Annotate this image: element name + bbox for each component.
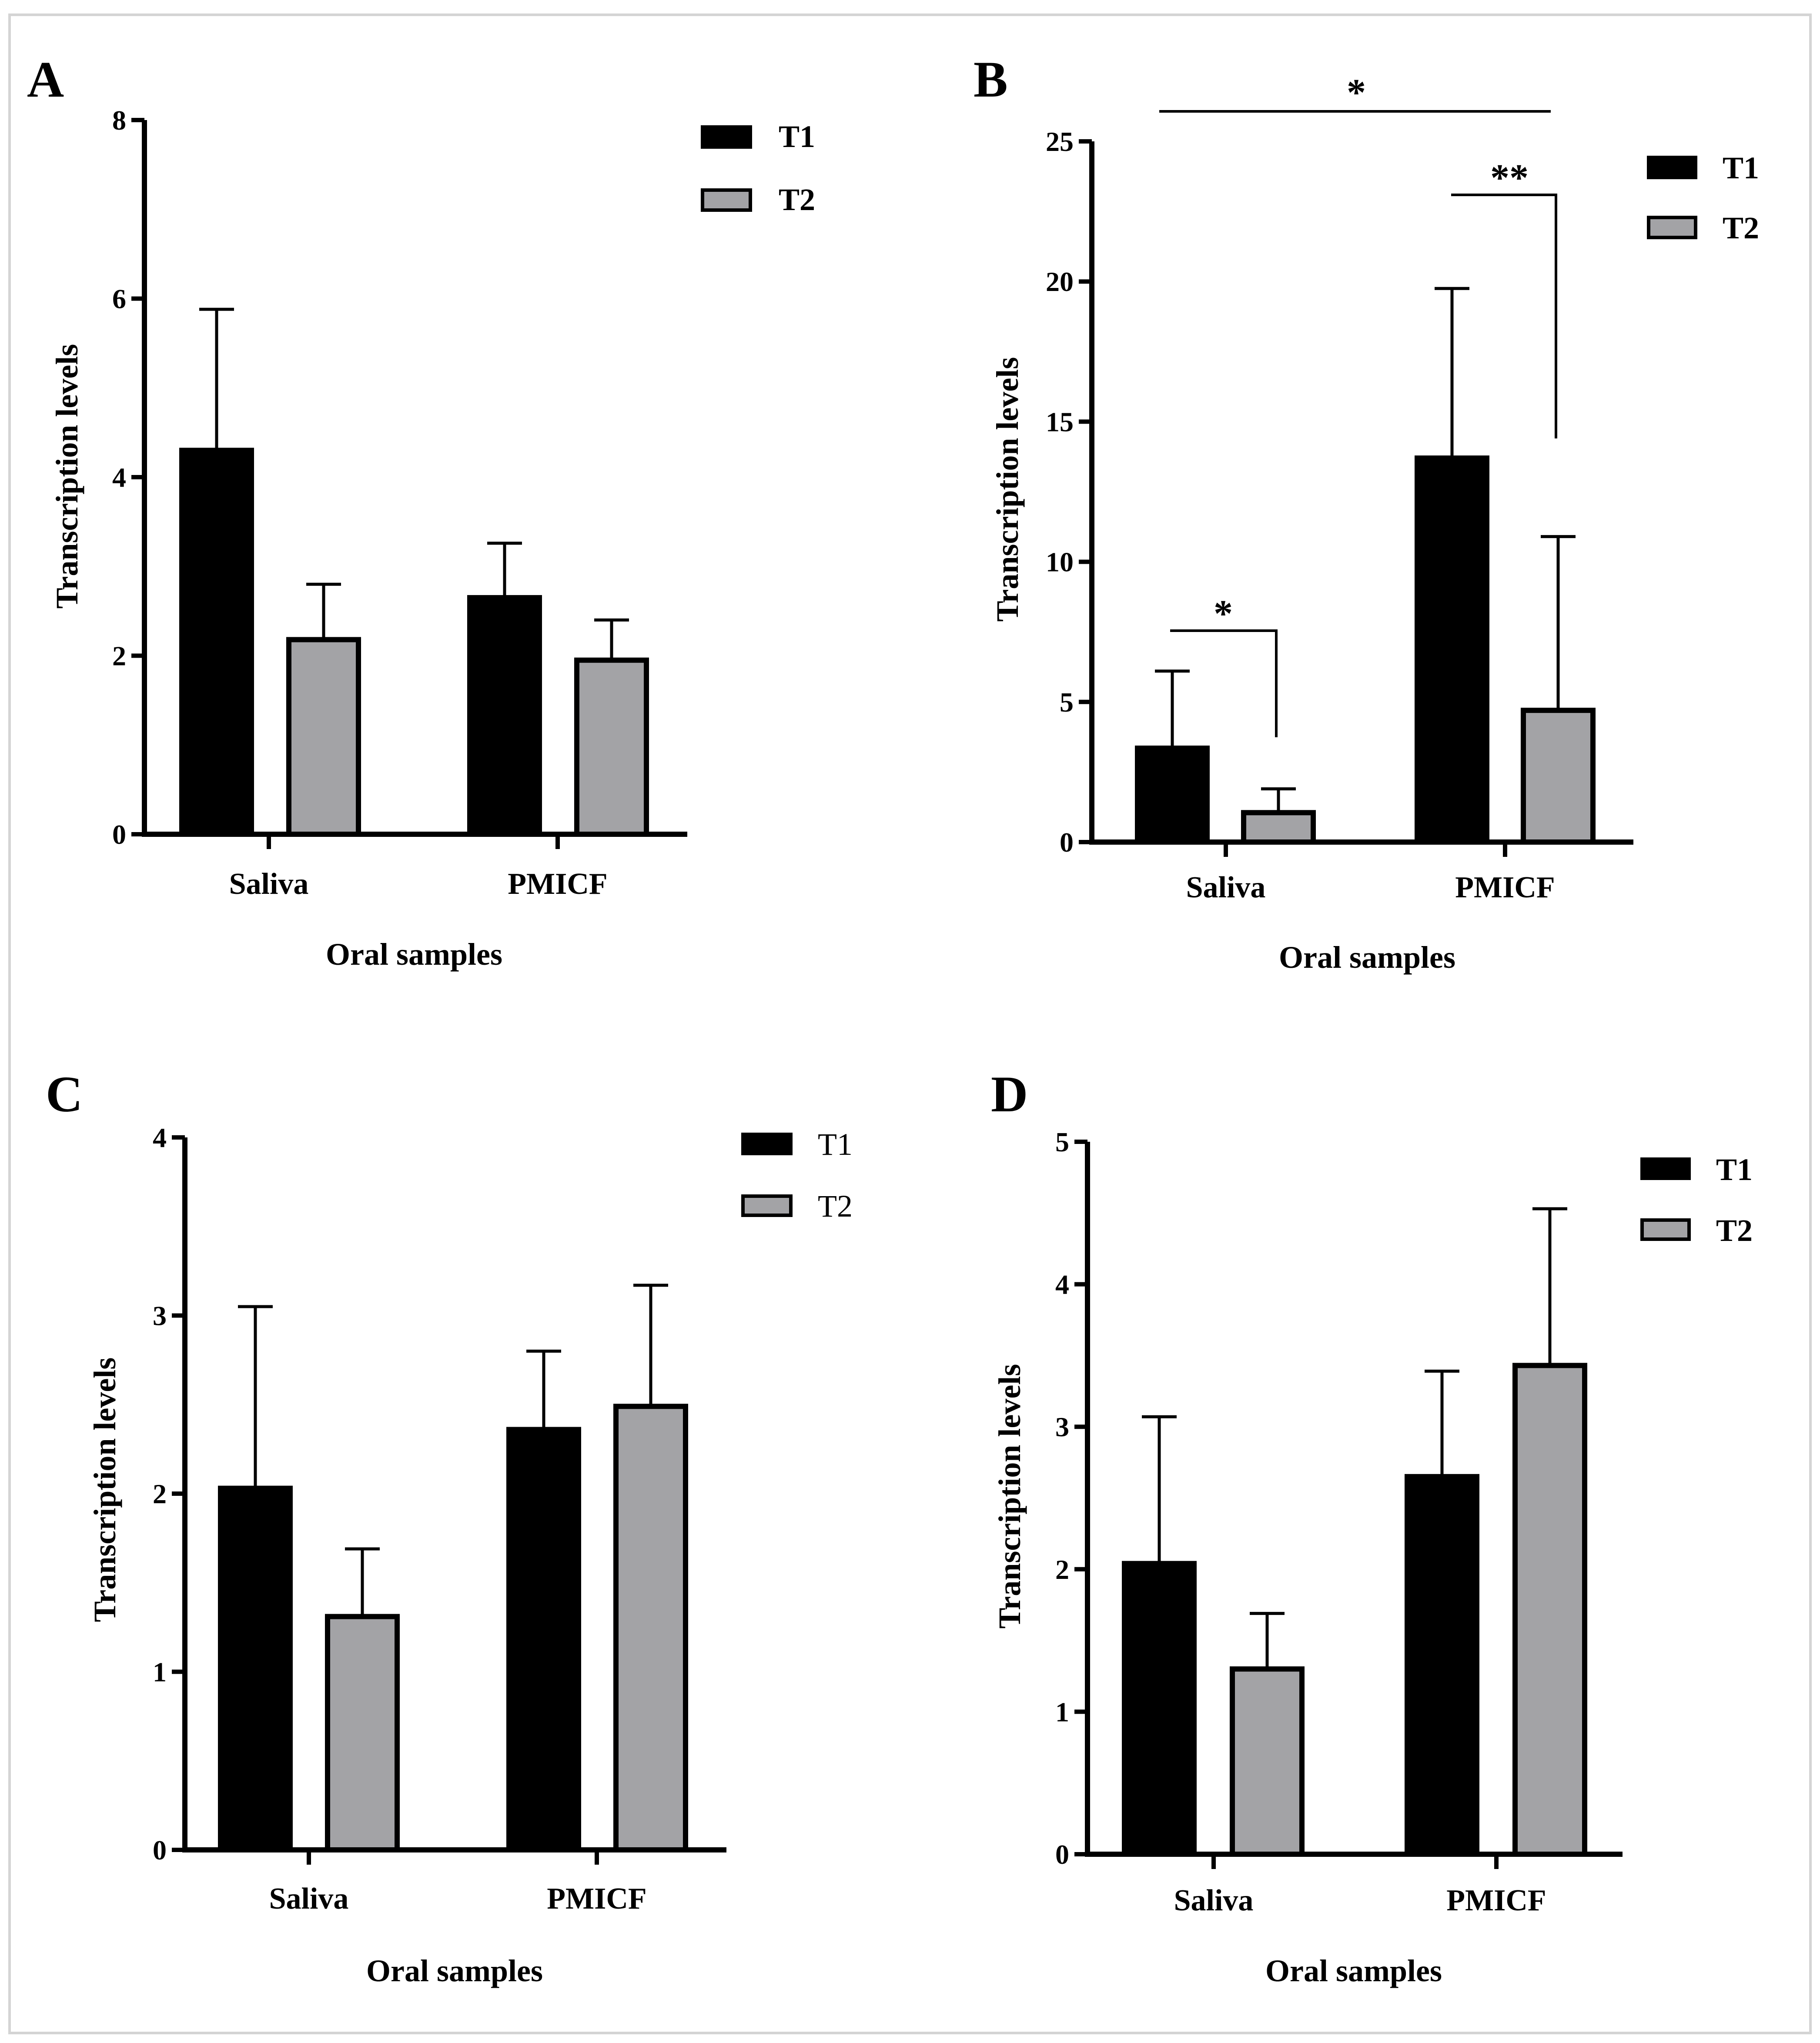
panel-a-ytick-label: 6	[112, 284, 126, 314]
panel-a-legend-t1-label: T1	[779, 119, 815, 154]
panel-b-sig-label-pmicf: **	[1490, 157, 1529, 199]
panel-c-bar-saliva-t2	[325, 1614, 400, 1852]
panel-a-ytick-label: 0	[112, 819, 126, 850]
panel-b-ytick-label: 10	[1046, 547, 1074, 578]
panel-b-ytick-label: 20	[1046, 266, 1074, 297]
panel-d-ytick-label: 1	[1055, 1696, 1069, 1727]
panel-d: D Transcription levels Oral samples Sali…	[991, 1066, 1753, 1988]
panel-c-label: C	[46, 1066, 83, 1123]
panel-d-legend-t1-swatch	[1640, 1157, 1691, 1180]
panel-a-legend-t2-swatch	[701, 188, 752, 212]
panel-b-legend-t1-swatch	[1647, 156, 1697, 179]
panel-a-legend: T1 T2	[701, 119, 815, 217]
panel-b-sig-label-overall: *	[1347, 72, 1366, 114]
panel-c-legend: T1 T2	[741, 1127, 853, 1224]
panel-a-ylabel: Transcription levels	[50, 344, 84, 609]
panel-c-xlabel: Oral samples	[366, 1953, 543, 1988]
panel-d-xlabel: Oral samples	[1265, 1953, 1442, 1988]
panel-d-bar-saliva-t1	[1122, 1561, 1197, 1857]
panel-b: B Transcription levels Oral samples Sali…	[974, 51, 1759, 975]
panel-b-sig-bracket-pmicf	[1451, 194, 1557, 438]
panel-d-legend-t2-label: T2	[1716, 1213, 1753, 1248]
panel-c-ytick-label: 1	[153, 1657, 167, 1688]
panel-d-legend: T1 T2	[1640, 1152, 1753, 1248]
panel-b-category-pmicf: PMICF	[1455, 871, 1555, 904]
panel-b-legend-t2-label: T2	[1723, 211, 1759, 245]
panel-a: A Transcription levels Oral samples Sali…	[27, 51, 815, 972]
panel-a-legend-t1-swatch	[701, 125, 752, 149]
panel-b-bar-saliva-t1	[1135, 746, 1210, 845]
panel-d-ytick-label: 0	[1055, 1839, 1069, 1870]
panel-b-ytick-label: 5	[1060, 687, 1074, 718]
panel-b-ytick-label: 15	[1046, 406, 1074, 437]
panel-b-legend: T1 T2	[1647, 150, 1759, 245]
panel-d-ytick-label: 4	[1055, 1269, 1069, 1300]
panel-c-ytick-label: 3	[153, 1301, 167, 1331]
panel-c-category-pmicf: PMICF	[547, 1882, 646, 1916]
panel-c-ylabel: Transcription levels	[87, 1358, 122, 1622]
panel-a-bar-pmicf-t2	[574, 657, 649, 837]
panel-a-legend-t2-label: T2	[779, 182, 815, 217]
panel-d-category-saliva: Saliva	[1174, 1884, 1254, 1917]
panel-c-bar-pmicf-t1	[506, 1427, 581, 1853]
panel-a-label: A	[27, 51, 64, 108]
panel-d-legend-t1-label: T1	[1716, 1152, 1753, 1187]
panel-c-ytick-label: 4	[153, 1122, 167, 1153]
figure-frame	[8, 13, 1812, 2034]
panel-d-ytick-label: 2	[1055, 1554, 1069, 1585]
panel-a-ytick-label: 8	[112, 105, 126, 136]
panel-a-xlabel: Oral samples	[326, 937, 502, 972]
panel-d-label: D	[991, 1066, 1028, 1123]
panel-c-legend-t2-label: T2	[818, 1189, 853, 1224]
panel-d-legend-t2-swatch	[1640, 1218, 1691, 1241]
panel-b-label: B	[974, 51, 1008, 108]
panel-d-bar-saliva-t2	[1230, 1666, 1305, 1857]
panel-c-bar-pmicf-t2	[613, 1404, 688, 1852]
panel-d-category-pmicf: PMICF	[1446, 1884, 1546, 1917]
panel-c-bar-saliva-t1	[218, 1485, 293, 1853]
panel-c-ytick-label: 0	[153, 1835, 167, 1866]
panel-d-ylabel: Transcription levels	[992, 1364, 1027, 1629]
panel-b-bar-pmicf-t1	[1415, 455, 1489, 845]
panel-d-ytick-label: 5	[1055, 1127, 1069, 1157]
panel-b-bar-saliva-t2	[1241, 810, 1316, 845]
panel-d-bar-pmicf-t1	[1405, 1474, 1479, 1857]
panel-b-ytick-label: 0	[1060, 827, 1074, 858]
panel-b-sig-bracket-saliva	[1170, 629, 1278, 737]
panel-a-bar-saliva-t1	[179, 448, 254, 837]
panel-d-bar-pmicf-t2	[1512, 1363, 1587, 1857]
panel-a-category-pmicf: PMICF	[508, 867, 607, 901]
panel-b-ylabel: Transcription levels	[990, 357, 1025, 622]
panel-b-sig-label-saliva: *	[1214, 593, 1233, 635]
panel-c-ytick-label: 2	[153, 1478, 167, 1509]
panel-c-legend-t1-swatch	[741, 1133, 793, 1155]
panel-a-category-saliva: Saliva	[229, 867, 309, 901]
panel-b-xlabel: Oral samples	[1279, 940, 1455, 975]
panel-a-ytick-label: 2	[112, 641, 126, 672]
panel-c-legend-t2-swatch	[741, 1194, 793, 1217]
panel-b-ytick-label: 25	[1046, 126, 1074, 157]
panel-b-category-saliva: Saliva	[1186, 871, 1266, 904]
panel-b-bar-pmicf-t2	[1521, 708, 1596, 845]
panel-a-ytick-label: 4	[112, 462, 126, 493]
panel-c-legend-t1-label: T1	[818, 1127, 853, 1162]
panel-a-bar-pmicf-t1	[467, 595, 542, 837]
panel-c: C Transcription levels Oral samples Sali…	[46, 1066, 853, 1988]
panel-b-legend-t2-swatch	[1647, 216, 1697, 239]
panel-c-category-saliva: Saliva	[269, 1882, 349, 1916]
panel-b-legend-t1-label: T1	[1723, 150, 1759, 185]
panel-a-bar-saliva-t2	[286, 637, 361, 837]
panel-d-ytick-label: 3	[1055, 1411, 1069, 1442]
